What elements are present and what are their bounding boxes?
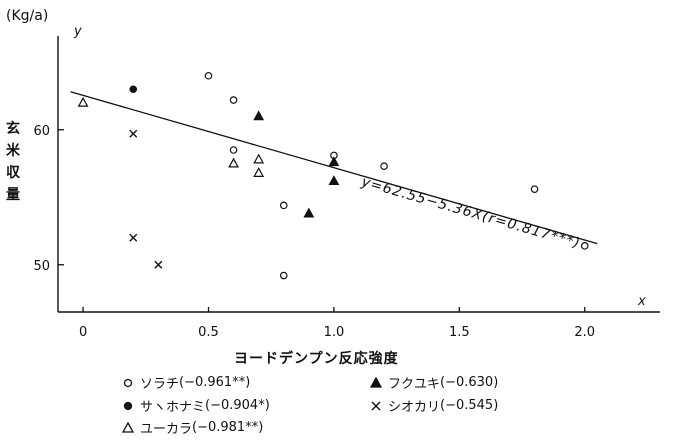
legend-label: シオカリ — [388, 400, 441, 415]
legend-marker-x — [371, 401, 381, 410]
regression-line — [70, 91, 598, 245]
legend-item-fukuyuki: フクユキ (−0.630) — [370, 373, 498, 392]
legend-item-yukara: ユーカラ (−0.981**) — [122, 418, 263, 437]
legend-label: ユーカラ — [140, 422, 193, 437]
x-tick-label: 0.5 — [198, 325, 219, 340]
legend-r-value: (−0.981**) — [192, 420, 264, 435]
data-point — [279, 271, 288, 280]
data-point — [279, 201, 288, 210]
y-axis-symbol: y — [74, 24, 82, 39]
x-tick-label: 2.0 — [574, 325, 595, 340]
x-tick-label: 0 — [79, 325, 87, 340]
data-point — [229, 96, 238, 104]
axes: 50 60 0 0.5 1.0 1.5 2.0 — [33, 36, 660, 340]
legend-marker-circle-open — [123, 378, 133, 387]
y-tick-label: 50 — [33, 259, 50, 274]
data-point — [204, 71, 213, 80]
y-unit-label: (Kg/a) — [6, 8, 49, 24]
data-point — [530, 185, 539, 193]
data-marks — [70, 71, 598, 280]
legend-item-sorachi: ソラチ (−0.961**) — [122, 373, 250, 392]
legend-r-value: (−0.630) — [440, 375, 499, 390]
legend-marker-circle-filled — [123, 401, 133, 410]
data-point — [129, 85, 138, 94]
data-point — [129, 233, 138, 242]
data-point — [228, 157, 239, 168]
legend-item-sasahonami: サヽホナミ (−0.904*) — [122, 396, 270, 415]
x-axis-label: ヨードデンプン反応強度 — [234, 351, 399, 367]
data-point — [303, 207, 315, 218]
data-point — [129, 129, 138, 138]
data-point — [253, 110, 265, 121]
legend-label: フクユキ — [388, 377, 441, 392]
legend-marker-triangle-filled — [370, 376, 382, 388]
x-tick-label: 1.0 — [324, 325, 345, 340]
legend-label: ソラチ — [140, 377, 180, 392]
data-point — [229, 146, 238, 154]
y-axis-label: 玄米収量 — [6, 121, 20, 203]
y-tick-label: 60 — [33, 124, 50, 139]
data-point — [253, 153, 265, 164]
x-tick-label: 1.5 — [449, 325, 470, 340]
data-point — [328, 175, 340, 186]
data-point — [77, 96, 89, 107]
legend-r-value: (−0.545) — [440, 398, 499, 413]
legend-item-shiokari: シオカリ (−0.545) — [370, 396, 498, 415]
data-point — [328, 156, 340, 167]
data-point — [253, 167, 265, 177]
legend-r-value: (−0.904*) — [205, 398, 270, 413]
data-point — [580, 242, 589, 250]
legend-r-value: (−0.961**) — [179, 375, 251, 390]
legend-marker-triangle-open — [122, 421, 134, 433]
x-axis-symbol: x — [638, 294, 646, 309]
legend-label: サヽホナミ — [140, 400, 206, 415]
data-point — [154, 260, 163, 269]
data-point — [380, 162, 388, 171]
